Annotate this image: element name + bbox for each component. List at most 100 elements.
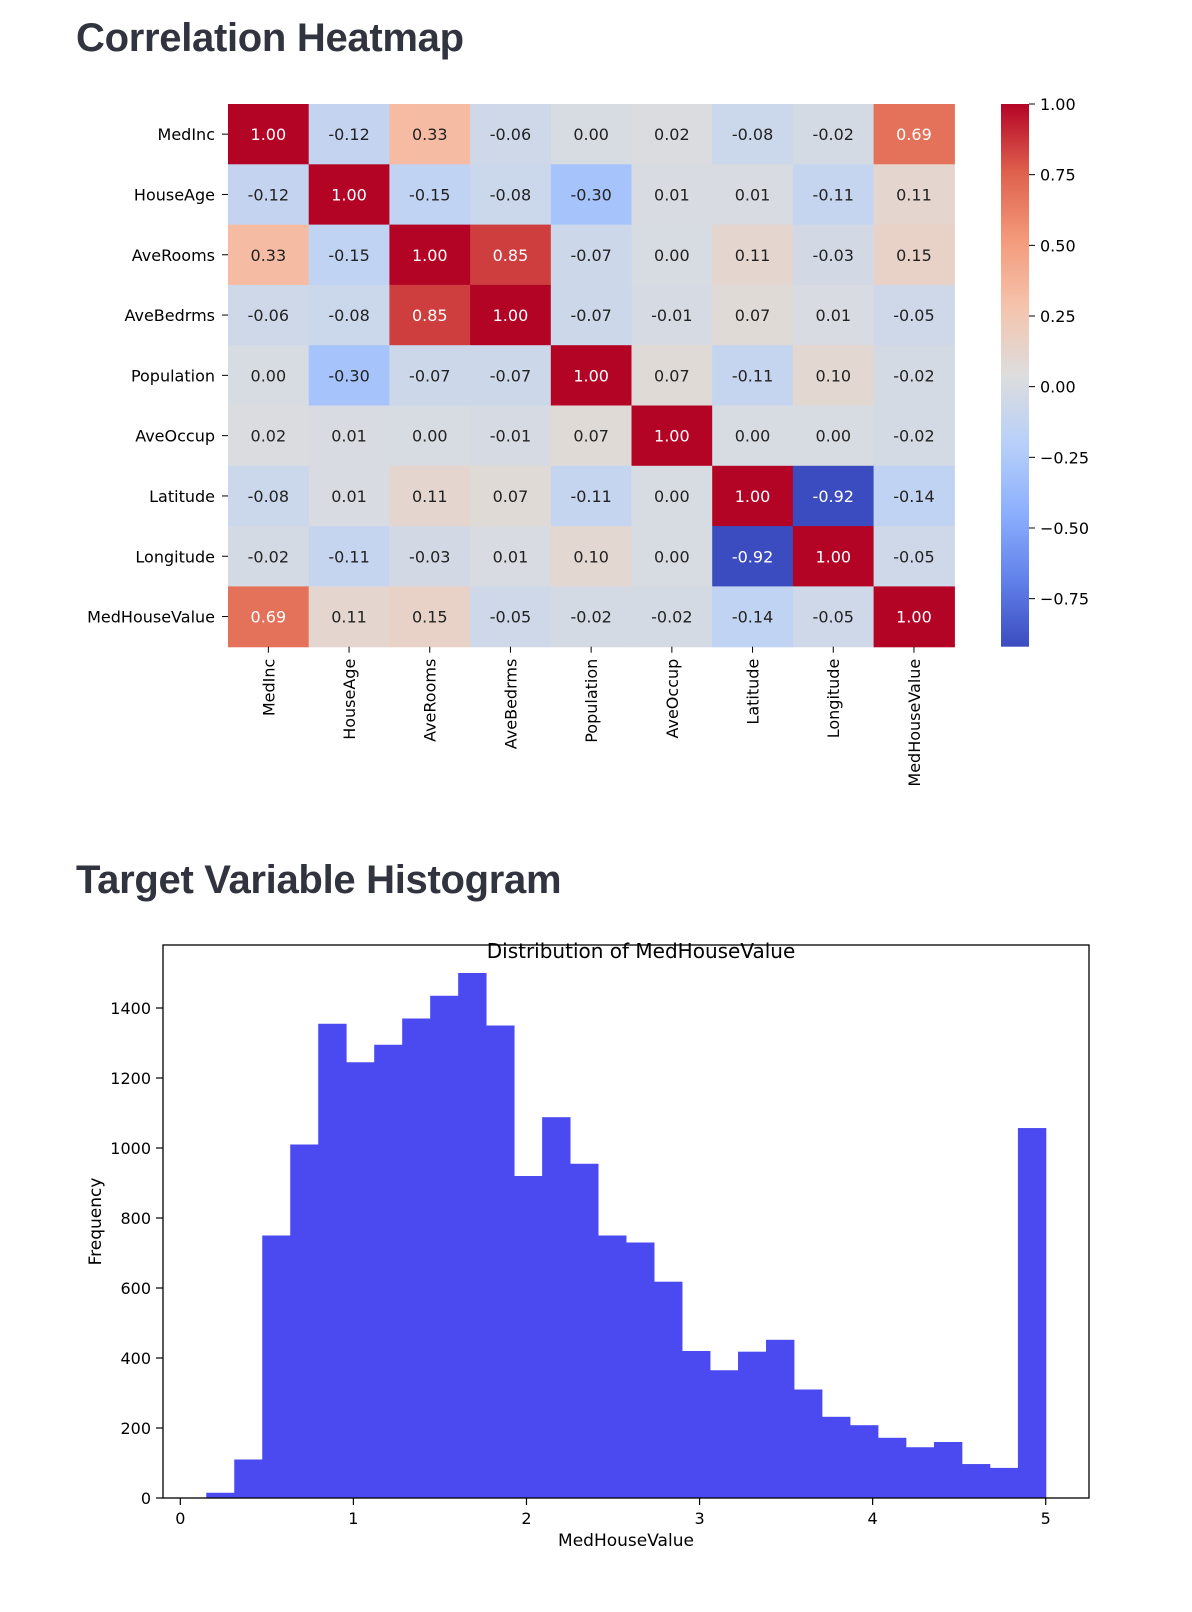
heatmap-cell (873, 586, 955, 648)
y-tick-label: 400 (120, 1349, 151, 1368)
heatmap-cell-label: 1.00 (412, 246, 448, 265)
heatmap-cell (228, 405, 310, 467)
heatmap-cell-label: 0.00 (573, 125, 609, 144)
heatmap-cell (792, 526, 875, 587)
x-tick-label: 3 (694, 1509, 704, 1528)
heatmap-cell-label: -0.05 (490, 608, 531, 627)
heatmap-cell-label: 1.00 (815, 547, 851, 566)
heatmap-cell (712, 284, 794, 346)
y-tick-label: 1400 (110, 999, 151, 1018)
histogram-bar (682, 1351, 711, 1498)
heatmap-cell-label: 0.02 (251, 427, 287, 446)
heatmap-cell-label: -0.08 (328, 306, 369, 325)
heatmap-cell (631, 465, 713, 527)
heatmap-cell-label: -0.05 (813, 608, 854, 627)
heatmap-cell (631, 104, 713, 165)
heatmap-cell-label: -0.06 (248, 306, 289, 325)
heatmap-cell-label: 0.07 (573, 427, 609, 446)
heatmap-cell-label: -0.03 (813, 246, 854, 265)
heatmap-cell-label: 0.00 (412, 427, 448, 446)
heatmap-cell-label: -0.03 (409, 547, 450, 566)
heatmap-cell-label: 0.33 (412, 125, 448, 144)
heatmap-cell-label: -0.02 (248, 547, 289, 566)
histogram-bar (458, 973, 487, 1498)
heatmap-cell (792, 284, 875, 346)
heatmap-cell (712, 586, 794, 648)
colorbar (1001, 104, 1029, 647)
heatmap-cell (550, 586, 633, 648)
colorbar-tick-label: −0.75 (1040, 590, 1089, 609)
heatmap-cell (470, 345, 552, 407)
heatmap-x-tick-label: HouseAge (340, 659, 359, 740)
heatmap-cell-label: 0.15 (896, 246, 932, 265)
histogram-bar (933, 1442, 963, 1498)
heatmap-cell-label: 0.10 (815, 366, 851, 385)
histogram-bar (402, 1018, 431, 1498)
heatmap-cell (631, 405, 713, 467)
heatmap-cell-label: -0.12 (248, 185, 289, 204)
x-tick-label: 4 (868, 1509, 878, 1528)
histogram-section-title: Target Variable Histogram (76, 858, 562, 902)
y-tick-label: 1200 (110, 1069, 151, 1088)
histogram-bar (570, 1163, 599, 1498)
heatmap-cell-label: -0.06 (490, 125, 531, 144)
heatmap-cell (792, 104, 875, 165)
heatmap-cell-label: -0.11 (813, 185, 854, 204)
heatmap-cell (550, 526, 633, 587)
x-tick-label: 1 (348, 1509, 358, 1528)
y-tick-label: 0 (141, 1489, 151, 1508)
heatmap-cell-label: 0.69 (896, 125, 932, 144)
heatmap-cell (873, 405, 955, 467)
heatmap-cell-label: 0.00 (251, 366, 287, 385)
heatmap-cell-label: 0.00 (735, 427, 771, 446)
colorbar-tick-label: 1.00 (1040, 95, 1076, 114)
heatmap-cell (631, 224, 713, 286)
heatmap-cell (550, 224, 633, 286)
heatmap-cell (873, 284, 955, 346)
heatmap-section-title: Correlation Heatmap (76, 16, 464, 60)
heatmap-cell-label: -0.05 (893, 547, 934, 566)
heatmap-x-tick-label: MedHouseValue (905, 659, 924, 787)
heatmap-cell (228, 104, 310, 165)
heatmap-cell (308, 345, 390, 407)
histogram-bar (514, 1176, 543, 1498)
heatmap-cell (873, 345, 955, 407)
heatmap-cell-label: -0.07 (490, 366, 531, 385)
heatmap-cell (873, 526, 955, 587)
histogram-bar (374, 1044, 403, 1498)
heatmap-cell (712, 465, 794, 527)
heatmap-cell (631, 586, 713, 648)
heatmap-cell (712, 104, 794, 165)
heatmap-cell-label: -0.02 (651, 608, 692, 627)
heatmap-cell-label: 0.10 (573, 547, 609, 566)
heatmap-cell-label: 0.00 (654, 246, 690, 265)
heatmap-cell-label: 0.07 (493, 487, 529, 506)
heatmap-cell-label: 0.11 (331, 608, 367, 627)
heatmap-cell-label: 0.07 (735, 306, 771, 325)
heatmap-cell-label: 0.01 (331, 427, 367, 446)
heatmap-cell (389, 104, 471, 165)
heatmap-cell-label: 1.00 (896, 608, 932, 627)
histogram-bar (766, 1339, 795, 1498)
colorbar-tick-label: 0.00 (1040, 378, 1076, 397)
heatmap-cell (631, 526, 713, 587)
heatmap-cell (631, 345, 713, 407)
y-tick-label: 800 (120, 1209, 151, 1228)
heatmap-cell-label: 0.85 (493, 246, 529, 265)
heatmap-cell (873, 465, 955, 527)
heatmap-cell (792, 586, 875, 648)
heatmap-x-tick-label: Population (582, 659, 601, 743)
heatmap-cell (389, 586, 471, 648)
heatmap-cell (873, 104, 955, 165)
heatmap-cell-label: -0.02 (813, 125, 854, 144)
heatmap-cell (228, 224, 310, 286)
heatmap-cell-label: -0.02 (893, 427, 934, 446)
heatmap-cell-label: -0.11 (732, 366, 773, 385)
heatmap-cell-label: 0.02 (654, 125, 690, 144)
heatmap-cell (792, 405, 875, 467)
heatmap-cell (550, 104, 633, 165)
heatmap-cell (308, 284, 390, 346)
histogram-bar (626, 1242, 655, 1498)
histogram-bar (710, 1370, 739, 1498)
